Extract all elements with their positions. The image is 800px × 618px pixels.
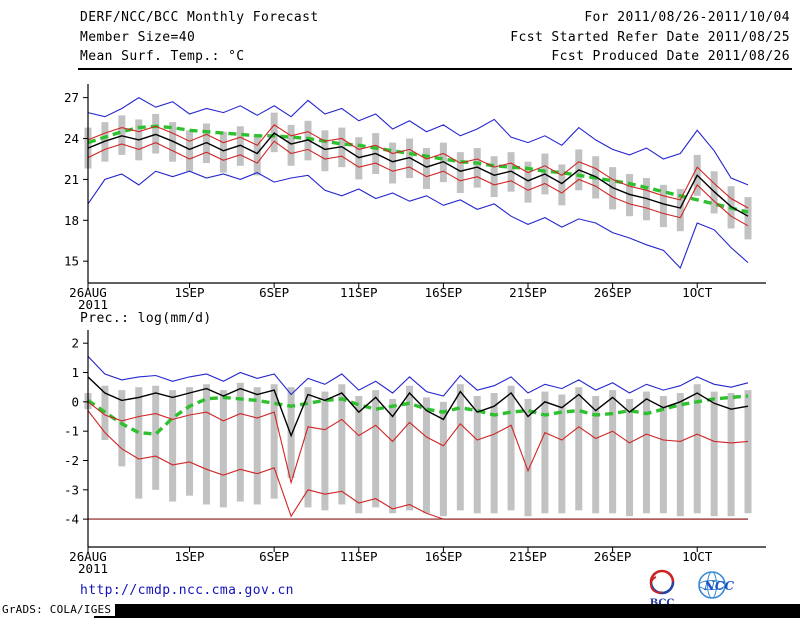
temp-x-tick-year-label: 2011 [78, 297, 108, 312]
prec-x-tick-label: 6SEP [259, 549, 289, 564]
prec-x-tick-year-label: 2011 [78, 561, 108, 576]
prec-x-tick-label: 26AUG [69, 549, 107, 564]
temp-y-tick-label: 27 [64, 90, 79, 105]
ncc-logo-parallel [698, 580, 726, 590]
top-chart-variable-label: Mean Surf. Temp.: °C [80, 49, 245, 64]
prec-y-tick-label: 1 [71, 365, 79, 380]
temp-spread-bars [84, 112, 752, 240]
prec-axes: -4 -3 -2 -1 0 1 2 26AUG 1SEP 6SEP 11SEP 16SEP 21SEP 2… [64, 330, 766, 576]
prec-series-ensemble-mean [87, 376, 749, 438]
prec-series-lower-quartile [87, 401, 749, 485]
refer-date-label: Fcst Started Refer Date 2011/08/25 [510, 30, 790, 45]
temp-series-lower-quartile [87, 140, 749, 227]
source-url-link[interactable]: http://cmdp.ncc.cma.gov.cn [80, 583, 294, 598]
prec-series-ensemble-max [87, 356, 749, 397]
prec-series-climatology [87, 394, 749, 436]
temp-x-tick-label: 11SEP [340, 285, 378, 300]
temp-y-tick-label: 24 [64, 131, 79, 146]
prec-y-tick-label: -2 [64, 453, 79, 468]
prec-y-tick-label: 2 [71, 336, 79, 351]
prec-x-tick-label: 1SEP [174, 549, 204, 564]
temp-y-tick-label: 18 [64, 213, 79, 228]
temp-x-tick-label: 1OCT [682, 285, 713, 300]
forecast-range-label: For 2011/08/26-2011/10/04 [584, 10, 790, 25]
temp-x-tick-label: 6SEP [259, 285, 289, 300]
prec-y-tick-label: -4 [64, 512, 79, 527]
temp-x-tick-label: 21SEP [509, 285, 547, 300]
temp-y-tick-label: 21 [64, 172, 79, 187]
temp-series-upper-quartile [87, 124, 749, 209]
temp-x-tick-label: 16SEP [425, 285, 463, 300]
prec-y-tick-label: -1 [64, 424, 79, 439]
prec-x-tick-label: 1OCT [682, 549, 713, 564]
temp-x-tick-label: 26AUG [69, 285, 107, 300]
temp-y-tick-label: 15 [64, 254, 79, 269]
bcc-logo-red-arc [649, 569, 675, 583]
prec-x-tick-label: 11SEP [340, 549, 378, 564]
bottom-black-bar [94, 604, 800, 618]
prec-x-tick-label: 21SEP [509, 549, 547, 564]
bcc-logo-text: BCC [650, 598, 675, 608]
produced-date-label: Fcst Produced Date 2011/08/26 [551, 49, 790, 64]
cma-ncc-logo: NCC [698, 571, 735, 599]
ncc-logo-text: NCC [703, 579, 735, 593]
temp-x-tick-label: 26SEP [594, 285, 632, 300]
member-size-label: Member Size=40 [80, 30, 196, 45]
temp-axes: 15 18 21 24 27 26AUG 1SEP 6SEP 11SEP 16SEP 21SEP 26… [64, 84, 766, 312]
bcc-logo: BCC [649, 569, 675, 608]
forecast-title: DERF/NCC/BCC Monthly Forecast [80, 10, 319, 25]
prec-y-tick-label: 0 [71, 394, 79, 409]
bcc-logo-swirl [650, 576, 663, 594]
temp-series-ensemble-max [87, 96, 749, 186]
ncc-logo-meridian [707, 571, 717, 599]
prec-x-tick-label: 26SEP [594, 549, 632, 564]
bottom-chart-variable-label: Prec.: log(mm/d) [80, 311, 212, 326]
temp-x-tick-label: 1SEP [174, 285, 204, 300]
prec-y-tick-label: -3 [64, 482, 79, 497]
temp-series-ensemble-mean [87, 132, 749, 217]
header-divider [78, 68, 792, 70]
prec-x-tick-label: 16SEP [425, 549, 463, 564]
grads-credit: GrADS: COLA/IGES [2, 603, 116, 616]
temp-series-ensemble-min [87, 170, 749, 270]
